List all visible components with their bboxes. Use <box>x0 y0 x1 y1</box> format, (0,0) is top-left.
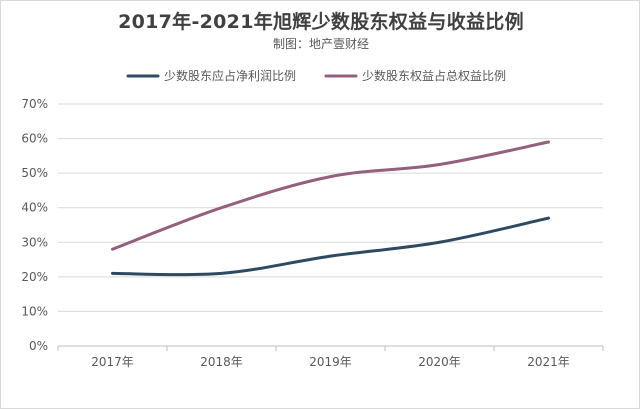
y-tick-label: 30% <box>21 235 48 249</box>
y-tick-label: 60% <box>21 132 48 146</box>
y-tick-label: 0% <box>29 339 48 353</box>
y-tick-label: 10% <box>21 304 48 318</box>
y-tick-label: 20% <box>21 270 48 284</box>
y-tick-label: 50% <box>21 166 48 180</box>
x-tick-label: 2021年 <box>527 355 570 369</box>
x-tick-label: 2018年 <box>200 355 243 369</box>
x-tick-label: 2020年 <box>418 355 461 369</box>
legend-label: 少数股东应占净利润比例 <box>164 68 296 83</box>
y-axis: 0% 10% 20% 30% 40% 50% 60% 70% <box>21 97 48 353</box>
x-tick-label: 2017年 <box>91 355 134 369</box>
y-tick-label: 70% <box>21 97 48 111</box>
gridlines <box>58 103 603 347</box>
chart-title: 2017年-2021年旭辉少数股东权益与收益比例 <box>118 11 524 33</box>
chart-subtitle: 制图：地产壹财经 <box>272 37 369 51</box>
x-axis: 2017年 2018年 2019年 2020年 2021年 <box>57 346 604 369</box>
series-lines <box>111 140 550 277</box>
y-tick-label: 40% <box>21 201 48 215</box>
series-line-1 <box>111 216 550 277</box>
legend-label: 少数股东权益占总权益比例 <box>362 68 506 83</box>
x-tick-label: 2019年 <box>309 355 352 369</box>
series-line-2 <box>111 140 550 251</box>
legend: 少数股东应占净利润比例 少数股东权益占总权益比例 <box>126 68 506 83</box>
